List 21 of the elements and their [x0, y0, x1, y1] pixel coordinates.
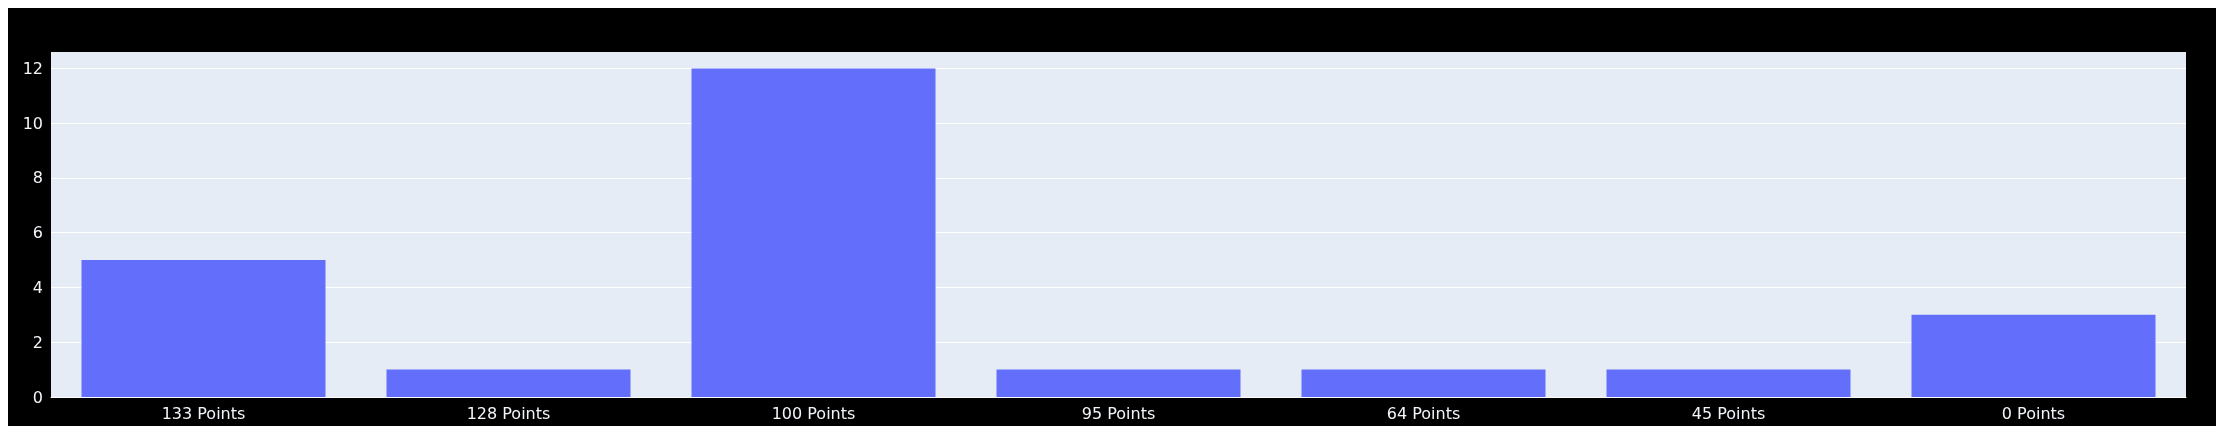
bar	[1911, 314, 2156, 397]
y-tick-label: 4	[32, 277, 43, 297]
bar	[386, 369, 631, 397]
bar	[996, 369, 1241, 397]
bar	[81, 260, 326, 397]
bar	[1301, 369, 1546, 397]
y-tick-label: 0	[32, 387, 43, 407]
x-tick-label: 95 Points	[1081, 403, 1156, 423]
x-tick-label: 45 Points	[1691, 403, 1766, 423]
x-tick-label: 64 Points	[1386, 403, 1461, 423]
y-tick-label: 12	[22, 58, 43, 78]
x-tick-label: 133 Points	[161, 403, 246, 423]
x-tick-label: 0 Points	[2001, 403, 2066, 423]
y-tick-label: 8	[32, 168, 43, 188]
bar	[691, 68, 936, 397]
y-tick-label: 2	[32, 332, 43, 352]
x-tick-label: 128 Points	[466, 403, 551, 423]
x-tick-label: 100 Points	[771, 403, 856, 423]
bar	[1606, 369, 1851, 397]
y-tick-label: 10	[22, 113, 43, 133]
y-tick-label: 6	[32, 223, 43, 243]
